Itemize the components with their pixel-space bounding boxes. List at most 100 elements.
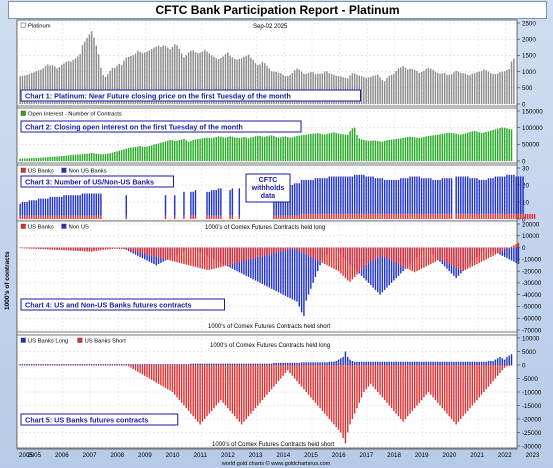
price-bar [370, 76, 372, 104]
us-banks-bar [197, 247, 199, 268]
us-banks-bar [190, 247, 192, 266]
non-us-bar [284, 247, 287, 296]
open-interest-bar [217, 136, 220, 161]
us-short-bar [407, 365, 409, 417]
us-long-bar [457, 361, 460, 365]
price-bar [174, 44, 176, 104]
non-us-banks-bar [319, 178, 321, 214]
open-interest-bar [469, 132, 471, 161]
us-banks-bar [67, 247, 70, 251]
price-bar [49, 65, 51, 104]
open-interest-bar [379, 141, 381, 161]
price-bar [423, 70, 425, 104]
price-bar [326, 71, 328, 104]
us-banks-bar [74, 247, 77, 251]
us-banks-bar [381, 247, 384, 256]
open-interest-bar [383, 141, 386, 161]
us-long-bar [284, 362, 287, 365]
y-tick-label: -30000 [522, 443, 542, 450]
open-interest-bar [443, 133, 446, 161]
open-interest-bar [388, 140, 390, 161]
us-banks-bar [501, 247, 504, 252]
us-short-bar [102, 365, 104, 366]
us-banks-bar [305, 213, 307, 219]
us-short-bar [201, 365, 204, 422]
us-banks-bar [432, 213, 434, 219]
us-banks-bar [455, 213, 457, 219]
non-us-banks-bar [300, 179, 303, 214]
us-long-bar [476, 361, 478, 365]
us-long-bar [393, 361, 395, 365]
non-us-banks-bar [65, 195, 68, 216]
us-banks-bar [374, 247, 377, 260]
non-us-banks-bar [298, 183, 301, 216]
us-long-bar [370, 361, 372, 365]
us-long-bar [208, 363, 211, 365]
non-us-banks-bar [47, 198, 49, 216]
non-us-banks-bar [90, 193, 93, 216]
us-banks-bar [183, 215, 185, 219]
y-tick-label: -20000 [522, 416, 542, 423]
non-us-banks-bar [337, 176, 340, 214]
open-interest-bar [499, 128, 501, 161]
price-bar [74, 58, 77, 104]
us-long-bar [144, 364, 146, 365]
non-us-banks-bar [344, 176, 347, 214]
non-us-banks-bar [81, 193, 84, 216]
us-long-bar [229, 363, 231, 365]
non-us-banks-bar [496, 176, 499, 214]
us-short-bar [107, 365, 109, 366]
non-us-banks-bar [411, 176, 414, 214]
open-interest-bar [213, 137, 215, 161]
non-us-bar [307, 247, 310, 295]
open-interest-bar [21, 158, 24, 161]
open-interest-bar [33, 158, 35, 161]
us-long-bar [77, 364, 79, 365]
open-interest-bar [79, 154, 81, 161]
non-us-banks-bar [217, 188, 220, 216]
open-interest-bar [453, 133, 455, 161]
us-short-bar [160, 365, 162, 386]
price-bar [56, 68, 58, 104]
price-bar [397, 68, 400, 104]
non-us-bar [298, 247, 301, 307]
non-us-banks-bar [430, 178, 432, 214]
us-long-bar [95, 364, 97, 365]
us-banks-bar [480, 247, 483, 262]
us-banks-bar [169, 247, 171, 261]
us-long-bar [116, 364, 118, 365]
us-long-bar [178, 364, 181, 365]
open-interest-bar [473, 131, 476, 161]
us-banks-bar [250, 247, 252, 260]
date-label: Sep-02 2025 [253, 24, 288, 30]
us-short-bar [490, 365, 492, 384]
us-short-bar [418, 365, 420, 403]
us-banks-bar [280, 247, 282, 252]
non-us-banks-bar [213, 190, 215, 216]
open-interest-bar [303, 135, 305, 161]
non-us-bar [270, 247, 273, 289]
us-long-bar [84, 364, 86, 365]
price-bar [471, 73, 474, 104]
price-bar [383, 81, 386, 104]
price-bar [139, 51, 141, 104]
legend-label: US Banks [28, 225, 54, 231]
us-banks-bar [42, 247, 44, 250]
non-us-banks-bar [231, 188, 234, 216]
us-short-bar [353, 365, 356, 414]
open-interest-bar [270, 135, 273, 161]
us-long-bar [328, 361, 331, 365]
us-banks-bar [240, 247, 243, 262]
us-banks-bar [273, 215, 275, 219]
price-bar [280, 73, 282, 104]
us-long-bar [448, 361, 450, 365]
us-short-bar [402, 365, 404, 422]
non-us-banks-bar [351, 176, 354, 214]
us-banks-bar [363, 213, 365, 219]
us-banks-bar [462, 213, 464, 219]
non-us-banks-bar [448, 178, 450, 214]
price-bar [132, 55, 134, 104]
